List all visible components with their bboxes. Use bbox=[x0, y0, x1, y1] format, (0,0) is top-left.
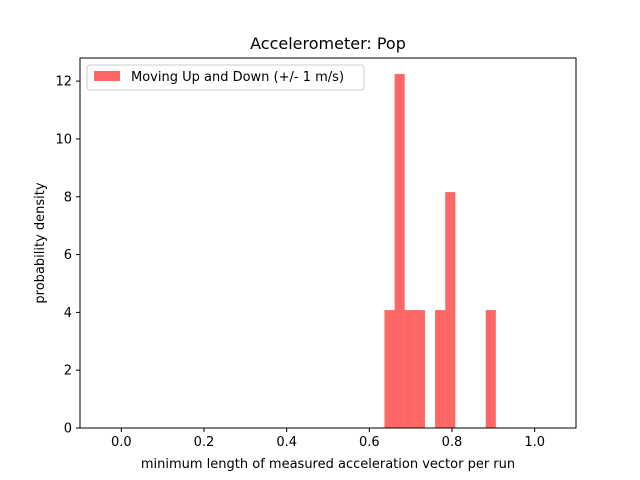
histogram-bar bbox=[384, 310, 395, 428]
y-tick-label: 8 bbox=[64, 190, 72, 205]
y-axis-label: probability density bbox=[33, 182, 48, 303]
y-tick-label: 12 bbox=[55, 75, 72, 90]
histogram-bar bbox=[485, 310, 496, 428]
x-tick-label: 0.0 bbox=[111, 435, 132, 450]
x-tick-label: 0.8 bbox=[442, 435, 463, 450]
x-tick-label: 1.0 bbox=[524, 435, 545, 450]
histogram-bar bbox=[404, 310, 415, 428]
histogram-bar bbox=[394, 73, 405, 428]
x-tick-label: 0.2 bbox=[194, 435, 215, 450]
legend-swatch bbox=[94, 71, 120, 81]
y-tick-label: 2 bbox=[64, 364, 72, 379]
y-tick-label: 6 bbox=[64, 248, 72, 263]
bar-series bbox=[384, 73, 496, 428]
x-axis-label: minimum length of measured acceleration … bbox=[141, 457, 515, 472]
y-tick-label: 4 bbox=[64, 306, 72, 321]
x-axis-ticks: 0.0 0.2 0.4 0.6 0.8 1.0 bbox=[111, 428, 545, 450]
axes-frame bbox=[79, 57, 577, 429]
histogram-bar bbox=[435, 310, 446, 428]
y-axis-ticks: 0 2 4 6 8 10 12 bbox=[55, 75, 80, 437]
chart-title: Accelerometer: Pop bbox=[250, 34, 406, 53]
x-tick-label: 0.4 bbox=[276, 435, 297, 450]
histogram-bar bbox=[445, 192, 456, 428]
legend-label: Moving Up and Down (+/- 1 m/s) bbox=[131, 70, 344, 85]
histogram-bar bbox=[414, 310, 425, 428]
x-tick-label: 0.6 bbox=[359, 435, 380, 450]
y-tick-label: 10 bbox=[55, 132, 72, 147]
legend-box bbox=[86, 64, 365, 91]
y-tick-label: 0 bbox=[64, 422, 72, 437]
legend: Moving Up and Down (+/- 1 m/s) bbox=[86, 64, 365, 91]
